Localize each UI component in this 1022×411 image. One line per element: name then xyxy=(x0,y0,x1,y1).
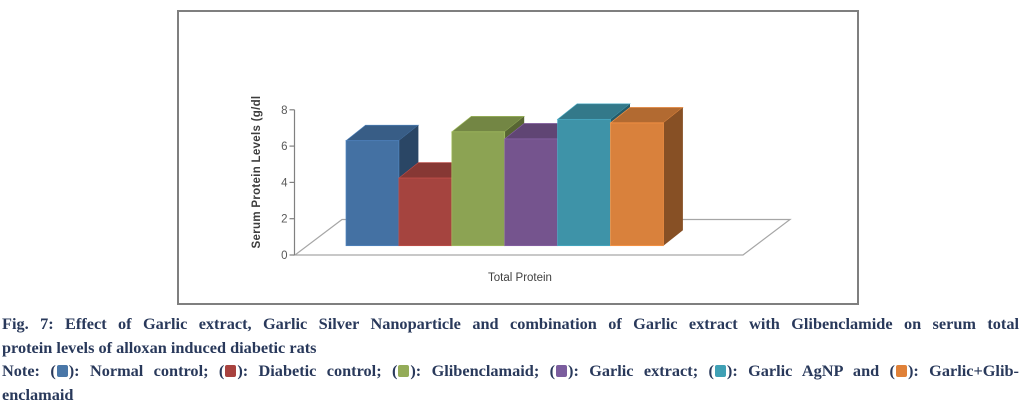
legend-label-glibenclamaid: Glibenclamaid xyxy=(431,361,534,380)
legend-label-garlic-agnp: Garlic AgNP xyxy=(748,361,843,380)
note-separator: ; xyxy=(533,361,550,380)
note-paren-close: ): xyxy=(68,361,90,380)
legend-label-normal-control: Normal control xyxy=(89,361,204,380)
note-separator: ; xyxy=(376,361,392,380)
y-tick-label: 2 xyxy=(281,214,287,226)
caption-line-1: Fig. 7: Effect of Garlic extract, Garlic… xyxy=(2,314,1019,333)
note-paren-open: ( xyxy=(889,361,895,380)
legend-label-garlic-glib: Garlic+Glib- xyxy=(929,361,1019,380)
legend-swatch-normal-control xyxy=(56,365,68,377)
note-paren-close: ): xyxy=(410,361,432,380)
note-prefix: Note: xyxy=(2,361,51,380)
note-paren-open: ( xyxy=(50,361,56,380)
note-paren-close: ): xyxy=(237,361,259,380)
y-tick-label: 0 xyxy=(281,250,287,262)
note-paren-open: ( xyxy=(218,361,225,380)
chart-panel: 0 2 4 6 8 Serum Protein Levels (g/dl Total Pro… xyxy=(177,10,859,305)
note-paren-close: ): xyxy=(907,361,930,380)
legend-label-garlic-extract: Garlic extract xyxy=(589,361,693,380)
bar-garlic-glibenclamaid xyxy=(609,107,684,247)
note-separator: ; xyxy=(203,361,219,380)
legend-label-diabetic-control: Diabetic control xyxy=(258,361,377,380)
y-tick-label: 6 xyxy=(281,141,287,153)
legend-swatch-garlic-glib xyxy=(895,365,907,377)
caption-note: Note: (): Normal control; (): Diabetic c… xyxy=(2,359,1019,383)
note-paren-close: ): xyxy=(726,361,749,380)
category-label: Total Protein xyxy=(488,272,552,284)
legend-swatch-garlic-extract xyxy=(556,365,568,377)
caption-note-continuation: enclamaid xyxy=(2,384,74,404)
note-separator: and xyxy=(842,361,890,380)
y-axis-title: Serum Protein Levels (g/dl xyxy=(251,96,263,249)
note-paren-open: ( xyxy=(708,361,714,380)
bar-chart-3d: 0 2 4 6 8 Serum Protein Levels (g/dl Total Pro… xyxy=(251,96,792,284)
figure-caption: Fig. 7: Effect of Garlic extract, Garlic… xyxy=(0,312,1022,406)
note-paren-open: ( xyxy=(391,361,398,380)
note-paren-close: ): xyxy=(568,361,590,380)
legend-swatch-garlic-agnp xyxy=(714,365,726,377)
caption-line-2: protein levels of alloxan induced diabet… xyxy=(2,337,317,357)
note-separator: ; xyxy=(692,361,709,380)
note-paren-open: ( xyxy=(549,361,556,380)
chart-floor xyxy=(293,218,792,256)
legend-swatch-diabetic-control xyxy=(225,365,237,377)
legend-swatch-glibenclamaid xyxy=(398,365,410,377)
y-tick-label: 8 xyxy=(281,105,287,117)
y-tick-label: 4 xyxy=(281,177,288,189)
